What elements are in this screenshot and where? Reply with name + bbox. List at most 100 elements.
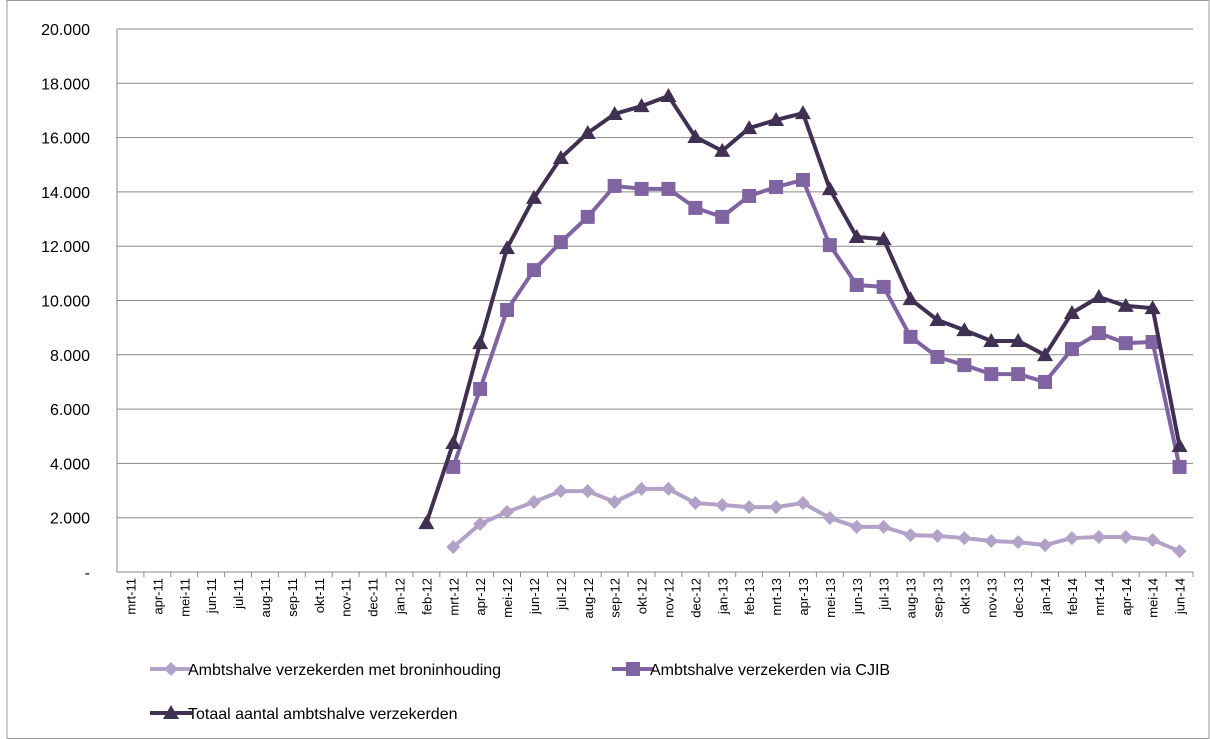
marker: [715, 497, 730, 512]
marker: [418, 515, 435, 530]
marker: [903, 528, 918, 543]
marker: [902, 291, 919, 306]
y-tick-label: 4.000: [50, 456, 90, 473]
marker: [1064, 342, 1079, 357]
marker: [875, 231, 892, 246]
x-tick-label: jun-13: [850, 578, 865, 615]
marker: [1145, 335, 1160, 350]
x-tick-label: feb-12: [419, 578, 434, 615]
x-tick-label: apr-12: [473, 578, 488, 616]
marker: [1064, 531, 1079, 546]
marker: [929, 312, 946, 327]
x-tick-label: mei-14: [1146, 578, 1161, 618]
x-tick-label: jul-12: [554, 578, 569, 611]
x-tick-label: aug-13: [904, 578, 919, 618]
marker: [660, 88, 677, 103]
marker: [903, 329, 918, 344]
marker: [607, 178, 622, 193]
marker: [984, 534, 999, 549]
marker: [634, 181, 649, 196]
marker: [1063, 304, 1080, 319]
series-line: [424, 94, 1182, 524]
marker: [768, 111, 785, 126]
marker: [634, 481, 649, 496]
legend-label: Ambtshalve verzekerden met broninhouding: [188, 662, 501, 679]
marker: [607, 494, 622, 509]
x-tick-label: apr-13: [796, 578, 811, 616]
marker: [1118, 336, 1133, 351]
marker: [633, 98, 650, 113]
marker: [1010, 332, 1027, 347]
marker: [822, 238, 837, 253]
marker: [606, 105, 623, 120]
marker: [1091, 529, 1106, 544]
marker: [688, 496, 703, 511]
marker: [1038, 538, 1053, 553]
x-tick-label: jul-13: [877, 578, 892, 611]
x-tick-label: jun-14: [1173, 578, 1188, 615]
marker: [795, 172, 810, 187]
marker: [500, 504, 515, 519]
marker: [1011, 535, 1026, 550]
marker: [525, 189, 542, 204]
marker: [661, 481, 676, 496]
x-tick-label: mrt-14: [1092, 578, 1107, 616]
x-tick-label: jul-11: [231, 578, 246, 610]
marker: [526, 494, 541, 509]
marker: [688, 200, 703, 215]
marker: [473, 382, 488, 397]
marker: [164, 662, 178, 676]
marker: [580, 209, 595, 224]
marker: [553, 484, 568, 499]
x-tick-label: feb-13: [742, 578, 757, 615]
marker: [1144, 300, 1161, 315]
marker: [1011, 367, 1026, 382]
x-tick-label: okt-11: [312, 578, 327, 613]
marker: [552, 149, 569, 164]
marker: [876, 519, 891, 534]
marker: [446, 459, 461, 474]
marker: [957, 531, 972, 546]
marker: [1171, 438, 1188, 453]
marker: [715, 209, 730, 224]
x-tick-label: jan-14: [1038, 578, 1053, 615]
x-tick-label: aug-12: [581, 578, 596, 618]
x-tick-label: jan-12: [392, 578, 407, 615]
x-tick-label: nov-11: [339, 578, 354, 617]
marker: [579, 124, 596, 139]
x-tick-label: apr-14: [1119, 578, 1134, 616]
x-tick-label: sep-12: [608, 578, 623, 618]
marker: [1091, 326, 1106, 341]
y-tick-label: 6.000: [50, 402, 90, 419]
marker: [714, 142, 731, 157]
x-tick-label: sep-13: [930, 578, 945, 618]
marker: [446, 540, 461, 555]
marker: [1038, 374, 1053, 389]
marker: [1037, 347, 1054, 362]
marker: [876, 279, 891, 294]
marker: [1172, 459, 1187, 474]
marker: [1090, 288, 1107, 303]
y-tick-label: 12.000: [41, 239, 90, 256]
marker: [930, 349, 945, 364]
marker: [445, 435, 462, 450]
marker: [473, 516, 488, 531]
marker: [500, 303, 515, 318]
marker: [821, 181, 838, 196]
y-tick-label: 10.000: [41, 294, 90, 311]
marker: [930, 528, 945, 543]
marker: [1172, 544, 1187, 559]
marker: [794, 105, 811, 120]
marker: [795, 496, 810, 511]
marker: [472, 335, 489, 350]
marker: [849, 519, 864, 534]
x-tick-label: dec-13: [1011, 578, 1026, 618]
marker: [769, 180, 784, 195]
x-tick-label: mrt-13: [769, 578, 784, 616]
x-tick-label: nov-12: [661, 578, 676, 618]
marker: [957, 358, 972, 373]
marker: [580, 484, 595, 499]
x-tick-label: nov-13: [984, 578, 999, 618]
marker: [822, 510, 837, 525]
